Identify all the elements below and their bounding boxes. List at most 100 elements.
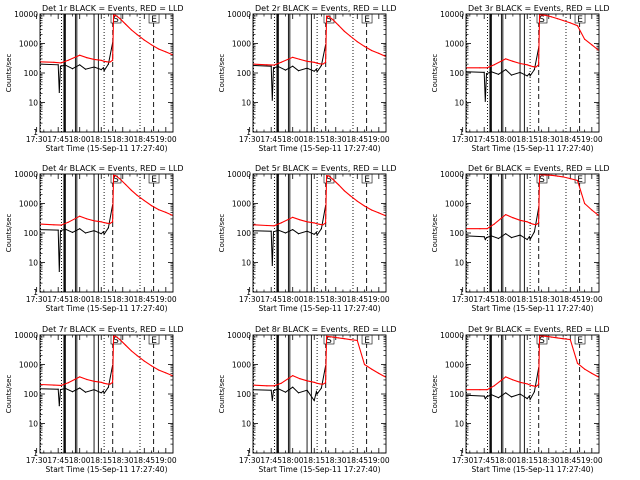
x-tick-label: 17:45 — [260, 135, 282, 144]
data-point — [158, 209, 160, 211]
data-point — [315, 68, 317, 70]
data-point — [272, 390, 275, 392]
data-point — [569, 178, 571, 180]
det-4r-panel: 1 10 100 1000 10000 17:30 17:45 18:00 18:15 18:30… — [5, 164, 184, 313]
data-point — [113, 14, 115, 16]
data-point — [53, 384, 55, 386]
data-point — [53, 61, 55, 63]
chart-title: Det 8r BLACK = Events, RED = LLD — [255, 325, 397, 334]
marker-s: S — [539, 175, 545, 185]
data-point — [158, 48, 160, 50]
data-point — [325, 61, 327, 63]
data-point — [551, 174, 553, 176]
x-tick-label: 17:45 — [473, 295, 495, 304]
data-point — [533, 231, 536, 233]
data-point — [280, 61, 282, 63]
data-point — [528, 236, 531, 238]
marker-s: S — [539, 336, 545, 346]
data-point — [100, 381, 102, 383]
x-tick-label: 18:15 — [90, 456, 112, 465]
data-point — [510, 237, 513, 239]
data-point — [332, 178, 334, 180]
data-point — [316, 382, 318, 384]
data-point — [115, 14, 117, 16]
data-point — [378, 372, 380, 374]
data-point — [538, 222, 540, 224]
chart-title: Det 6r BLACK = Events, RED = LLD — [468, 164, 610, 173]
data-point — [325, 382, 327, 384]
data-point — [315, 391, 317, 393]
data-point — [270, 230, 272, 232]
data-point — [493, 223, 495, 225]
data-point — [313, 222, 315, 224]
marker-e: E — [577, 15, 583, 25]
data-point — [271, 99, 273, 101]
data-point — [71, 231, 74, 233]
data-point — [576, 179, 579, 182]
data-point — [535, 66, 537, 68]
y-tick-label: 100 — [24, 69, 39, 78]
x-tick-label: 18:00 — [282, 135, 304, 144]
data-point — [109, 383, 111, 385]
data-point — [528, 395, 531, 397]
x-tick-label: 17:45 — [47, 135, 69, 144]
y-axis-label: Counts/sec — [218, 375, 226, 414]
y-tick-label: 10 — [241, 99, 251, 108]
data-point — [532, 66, 534, 68]
data-point — [541, 335, 543, 337]
y-tick-label: 10000 — [14, 331, 38, 340]
y-tick-label: 10000 — [227, 170, 251, 179]
chart-title: Det 9r BLACK = Events, RED = LLD — [468, 325, 610, 334]
y-tick-label: 1 — [246, 128, 251, 137]
data-point — [343, 338, 345, 340]
x-tick-label: 18:00 — [495, 456, 517, 465]
data-point — [277, 388, 279, 390]
data-point — [519, 71, 521, 73]
data-point — [103, 233, 105, 235]
y-axis-label: Counts/sec — [431, 375, 439, 414]
data-point — [576, 25, 579, 27]
data-point — [486, 228, 488, 230]
data-point — [538, 64, 540, 66]
marker-e: E — [364, 15, 370, 25]
data-point — [79, 64, 81, 66]
y-tick-label: 100 — [237, 69, 252, 78]
y-tick-label: 1 — [33, 128, 38, 137]
data-point — [316, 62, 318, 64]
data-point — [356, 339, 358, 342]
data-point — [332, 336, 334, 338]
data-point — [533, 69, 536, 71]
data-point — [150, 205, 153, 207]
y-tick-label: 10000 — [14, 10, 38, 19]
y-tick-label: 10000 — [440, 10, 464, 19]
data-point — [273, 64, 275, 66]
data-point — [57, 229, 59, 231]
data-point — [569, 22, 571, 24]
chart-title: Det 7r BLACK = Events, RED = LLD — [42, 325, 184, 334]
y-tick-label: 1000 — [19, 200, 38, 209]
data-point — [510, 396, 513, 398]
x-tick-label: 18:30 — [112, 456, 134, 465]
data-point — [64, 64, 66, 66]
data-point — [112, 59, 114, 61]
data-point — [371, 368, 373, 370]
data-point — [320, 387, 322, 389]
data-point — [86, 57, 88, 59]
data-point — [93, 66, 95, 68]
x-tick-label: 17:30 — [452, 456, 474, 465]
data-point — [338, 24, 340, 26]
data-point — [112, 221, 114, 223]
y-tick-label: 1000 — [445, 40, 464, 49]
y-tick-label: 100 — [237, 390, 252, 399]
data-point — [532, 223, 534, 225]
plot-frame — [39, 173, 174, 293]
data-point — [349, 35, 351, 37]
x-tick-label: 17:45 — [473, 135, 495, 144]
data-point — [519, 219, 521, 221]
data-point — [130, 350, 132, 352]
data-point — [483, 236, 485, 238]
data-point — [343, 190, 345, 192]
data-point — [484, 100, 486, 102]
data-point — [556, 175, 559, 177]
